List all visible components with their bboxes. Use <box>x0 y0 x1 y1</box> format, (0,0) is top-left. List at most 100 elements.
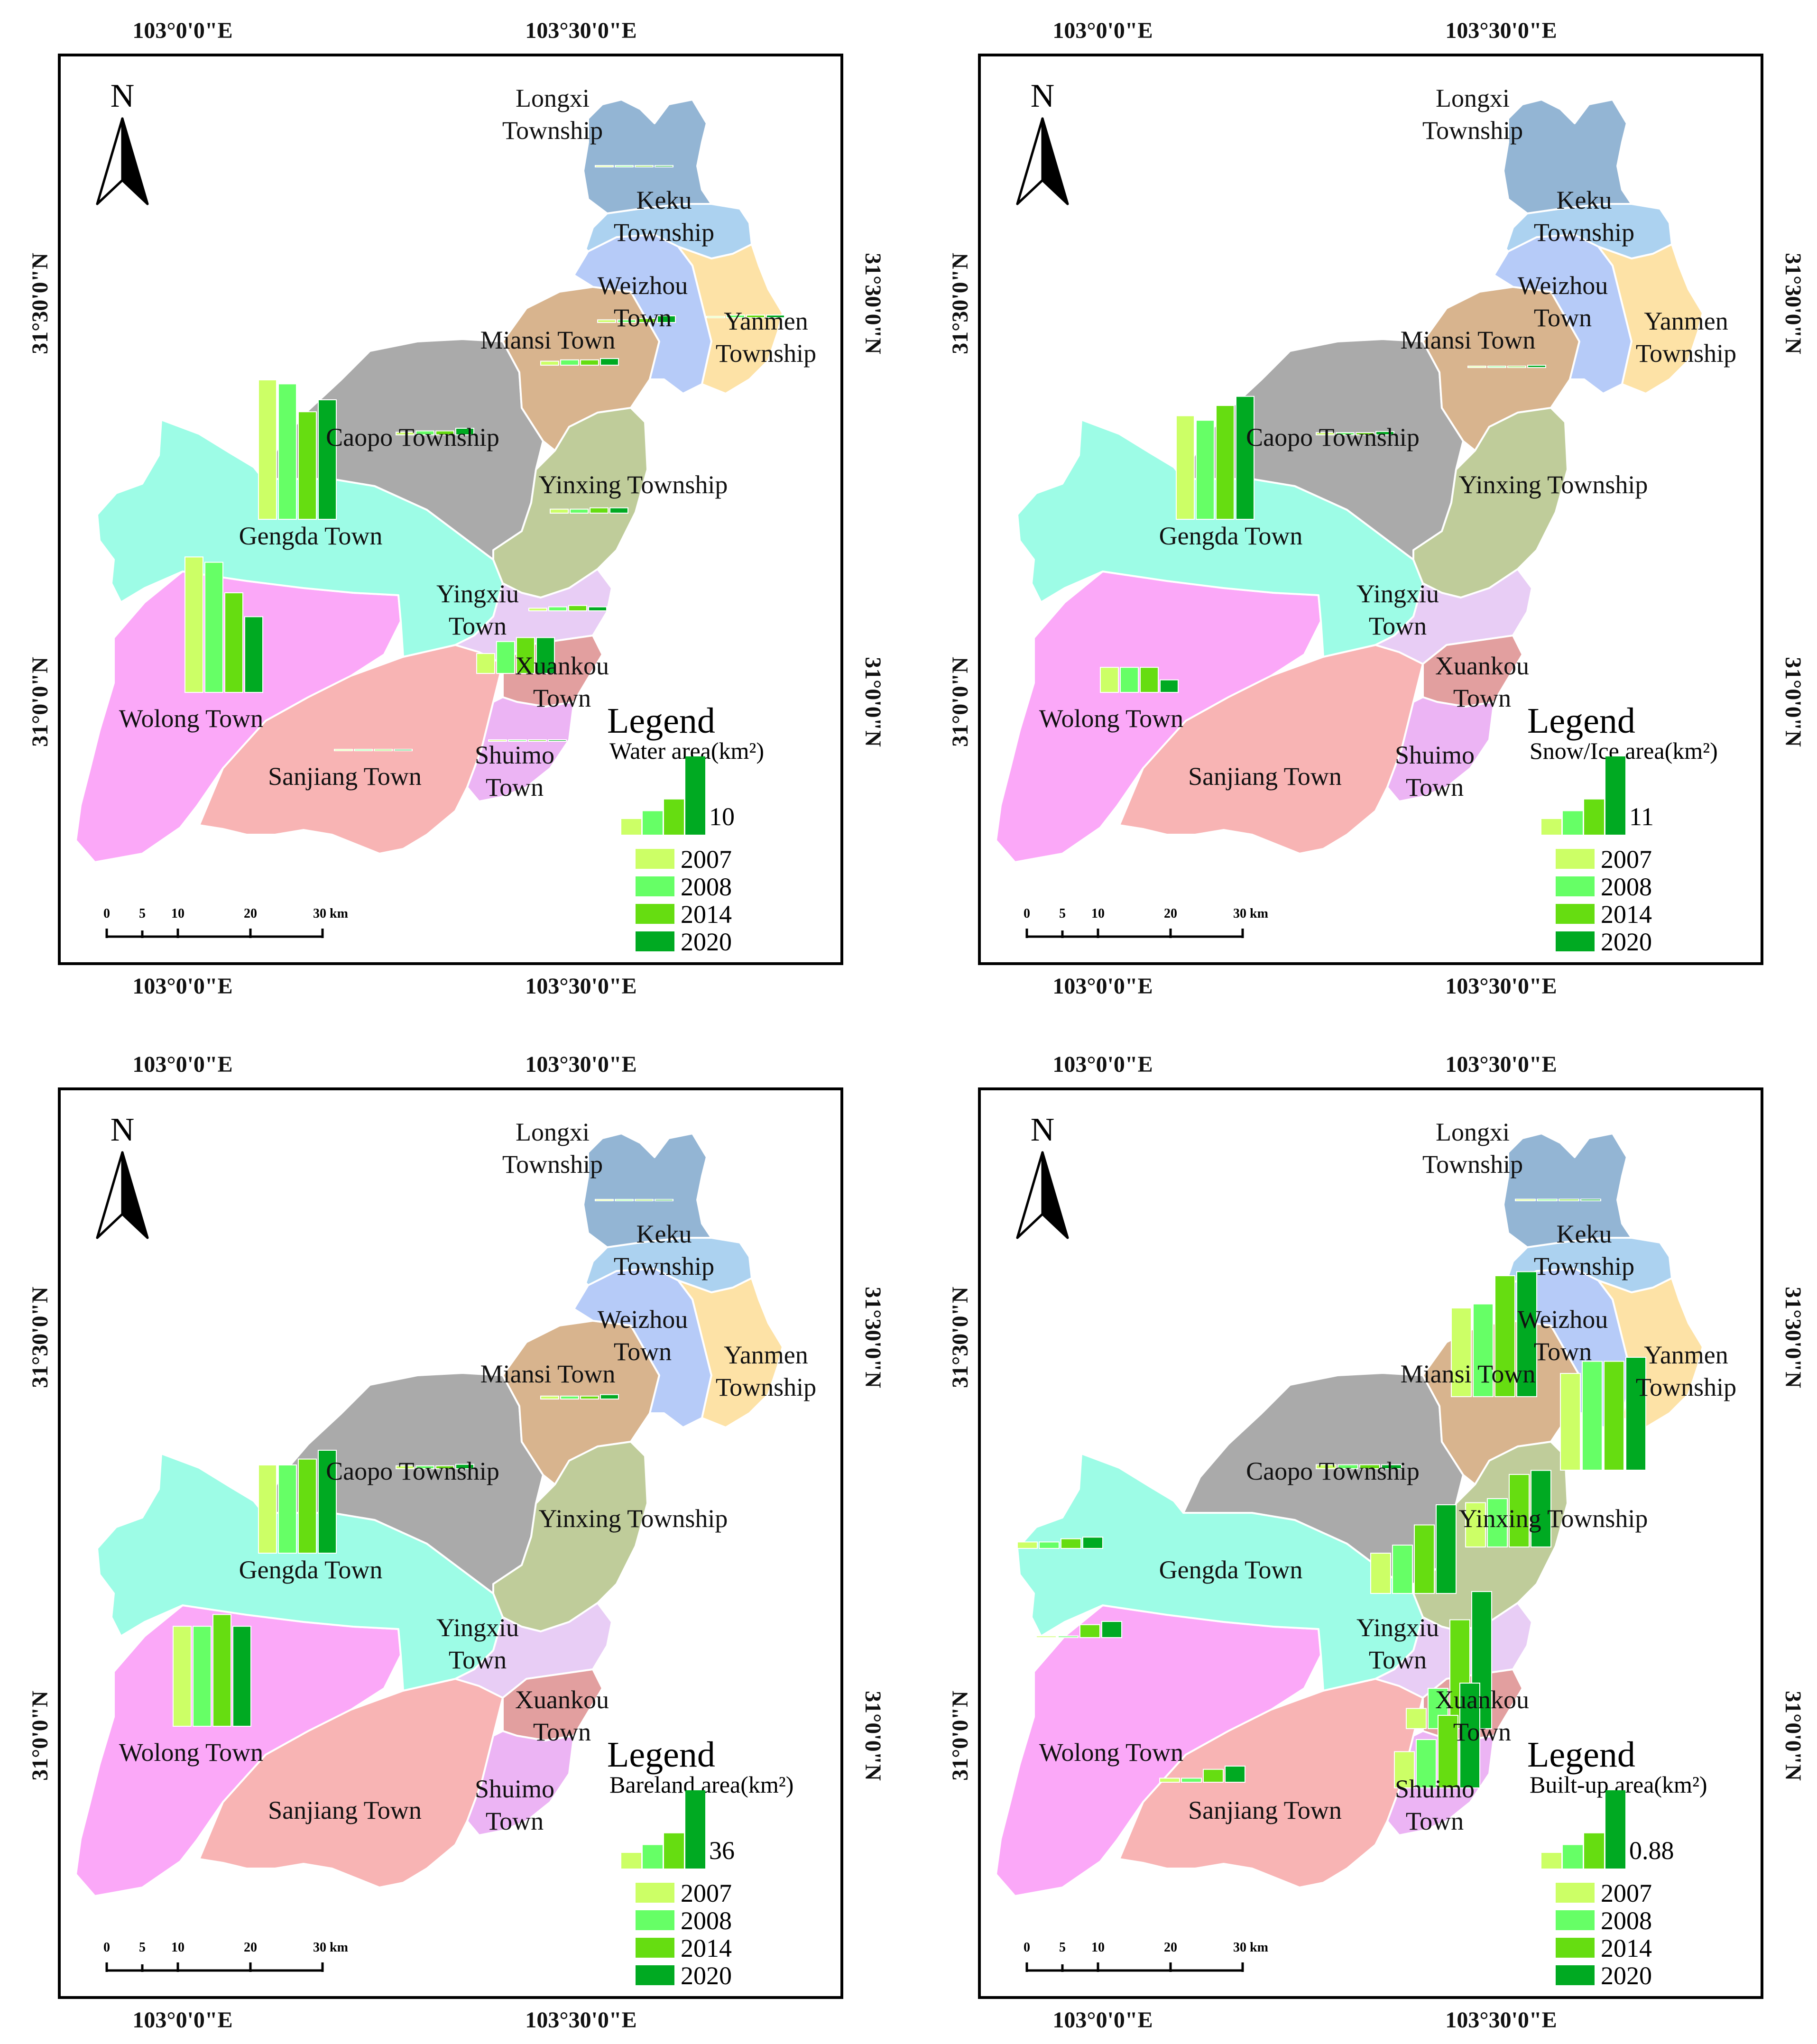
legend-year-2020: 2020 <box>1601 1961 1652 1990</box>
bar-longxi-2008 <box>615 1199 634 1201</box>
township-label-line: Keku <box>636 186 692 214</box>
bar-gengda-2008 <box>278 383 297 520</box>
bar-shuimo-2007 <box>1394 1751 1415 1788</box>
bar-wolong-2020 <box>1101 1621 1122 1638</box>
township-label-line: Gengda Town <box>239 522 383 550</box>
legend-swatch-2014 <box>1556 1938 1595 1958</box>
legend-year-2008: 2008 <box>681 873 732 901</box>
legend-title: Legend <box>607 1735 715 1775</box>
township-label-sanjiang: Sanjiang Town <box>1188 1796 1342 1824</box>
bar-miansi-2020 <box>1527 365 1546 368</box>
scale-bar-label: 20 <box>1164 1940 1177 1955</box>
township-label-line: Gengda Town <box>239 1556 383 1584</box>
bar-caopo-2014 <box>1356 432 1374 436</box>
bar-sanjiang-2020 <box>1225 1766 1245 1783</box>
legend-swatch-2007 <box>1556 1883 1595 1903</box>
legend-ref-bar-2007 <box>621 819 641 835</box>
lat-label-left-top: 31°30'0"N <box>28 253 53 354</box>
township-label-longxi: Longxi Township <box>1422 1118 1523 1179</box>
scale-bar-label: 30 km <box>1233 1940 1268 1955</box>
scale-bar-label: 30 km <box>313 906 348 921</box>
scale-bar-label: 10 <box>171 906 184 921</box>
township-label-line: Keku <box>636 1220 692 1248</box>
township-label-line: Shuimo <box>475 741 554 769</box>
bar-gengda_built-2008 <box>1039 1541 1060 1549</box>
township-label-line: Township <box>1534 1252 1634 1280</box>
bar-gengda-2020 <box>318 399 337 520</box>
township-label-wolong: Wolong Town <box>1039 704 1183 733</box>
legend-swatch-2008 <box>636 1910 674 1930</box>
legend-reference-value: 0.88 <box>1629 1836 1674 1865</box>
legend-year-2007: 2007 <box>681 1879 732 1907</box>
township-label-xuankou: Xuankou Town <box>515 1685 609 1746</box>
bar-yinxing-2007 <box>550 508 569 514</box>
bar-caopo-2007 <box>396 432 415 436</box>
township-label-caopo: Caopo Township <box>326 1457 499 1485</box>
township-label-line: Yanmen <box>1644 307 1728 335</box>
lon-label-bottom-left: 103°0'0"E <box>1052 2007 1153 2033</box>
township-label-yingxiu: Yingxiu Town <box>436 1613 519 1674</box>
bar-group-weizhou <box>1451 1271 1537 1397</box>
legend-swatch-2020 <box>1556 931 1595 951</box>
township-label-line: Yinxing Township <box>539 470 728 499</box>
legend-ref-bar-2007 <box>1541 819 1561 835</box>
north-label: N <box>111 78 135 114</box>
bar-weizhou-2014 <box>637 318 656 323</box>
township-label-line: Sanjiang Town <box>1188 1796 1342 1824</box>
bar-weizhou-2020 <box>1516 1271 1537 1397</box>
bar-yinxing-2014 <box>1509 1474 1530 1547</box>
scale-bar-label: 20 <box>244 1940 257 1955</box>
legend-title: Legend <box>1527 1735 1635 1775</box>
bar-yinxing-2020 <box>609 507 628 514</box>
bar-gengda_built-2014 <box>1061 1538 1081 1549</box>
bar-gengda-2014 <box>1216 405 1235 520</box>
bar-caopo-2008 <box>1337 1464 1358 1469</box>
township-label-line: Sanjiang Town <box>268 762 422 791</box>
bar-caopo-2020 <box>1375 431 1394 435</box>
township-label-yingxiu: Yingxiu Town <box>436 580 519 640</box>
township-label-keku: Keku Township <box>1534 186 1634 247</box>
township-label-caopo: Caopo Township <box>1246 1457 1420 1485</box>
legend-ref-bar-2020 <box>685 756 705 835</box>
township-label-line: Caopo Township <box>326 423 499 451</box>
township-label-line: Town <box>1534 304 1592 332</box>
township-label-line: Town <box>1369 612 1427 640</box>
township-label-weizhou: Weizhou Town <box>598 1305 688 1366</box>
bar-gengda_built-2007 <box>1017 1541 1038 1549</box>
bar-yinxing-2008 <box>570 508 589 514</box>
bar-gengda-2007 <box>1176 415 1195 520</box>
bar-miansi-2007 <box>540 1395 559 1399</box>
bar-wolong-2008 <box>1120 667 1139 693</box>
bar-weizhou-2008 <box>1473 1303 1494 1397</box>
bar-yinxing-2008 <box>1487 1498 1508 1547</box>
township-label-sanjiang: Sanjiang Town <box>1188 762 1342 791</box>
township-label-line: Yinxing Township <box>1459 1504 1648 1533</box>
bar-keku_zone-2007 <box>1370 1553 1391 1594</box>
township-label-line: Keku <box>1557 1220 1612 1248</box>
bar-group-longxi <box>1515 1198 1601 1202</box>
lon-label-bottom-right: 103°30'0"E <box>525 974 636 999</box>
bar-miansi-2007 <box>1467 366 1486 368</box>
township-label-line: Town <box>449 612 507 640</box>
lat-label-left-bottom: 31°0'0"N <box>28 1691 53 1781</box>
township-label-line: Miansi Town <box>480 326 616 354</box>
bar-gengda-2020 <box>318 1450 337 1554</box>
panel-water: 103°0'0"E 103°30'0"E 103°0'0"E 103°30'0"E 31… <box>28 18 885 999</box>
township-label-line: Shuimo <box>475 1775 554 1803</box>
lon-label-bottom-right: 103°30'0"E <box>1445 2007 1557 2033</box>
township-label-line: Weizhou <box>1518 271 1608 300</box>
township-label-line: Township <box>1422 1150 1523 1179</box>
township-label-line: Miansi Town <box>1401 1360 1536 1388</box>
bar-yingxiu-2007 <box>528 608 547 612</box>
bar-group-miansi <box>1467 365 1546 368</box>
bar-weizhou-2007 <box>1451 1307 1472 1397</box>
bar-caopo-2008 <box>1336 432 1355 436</box>
legend-ref-bar-2007 <box>621 1853 641 1869</box>
township-label-line: Town <box>614 1337 672 1366</box>
bar-sanjiang-2014 <box>374 749 393 751</box>
bar-wolong-2007 <box>1100 667 1119 693</box>
bar-longxi-2020 <box>655 165 673 167</box>
legend-year-2007: 2007 <box>681 845 732 874</box>
bar-yinxing-2014 <box>590 507 609 514</box>
legend-year-2014: 2014 <box>681 900 732 929</box>
